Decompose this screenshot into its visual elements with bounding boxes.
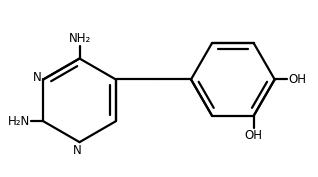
Text: OH: OH [288,73,306,86]
Text: OH: OH [245,129,263,142]
Text: N: N [32,71,41,84]
Text: H₂N: H₂N [8,115,30,128]
Text: N: N [73,144,82,157]
Text: NH₂: NH₂ [68,32,91,45]
